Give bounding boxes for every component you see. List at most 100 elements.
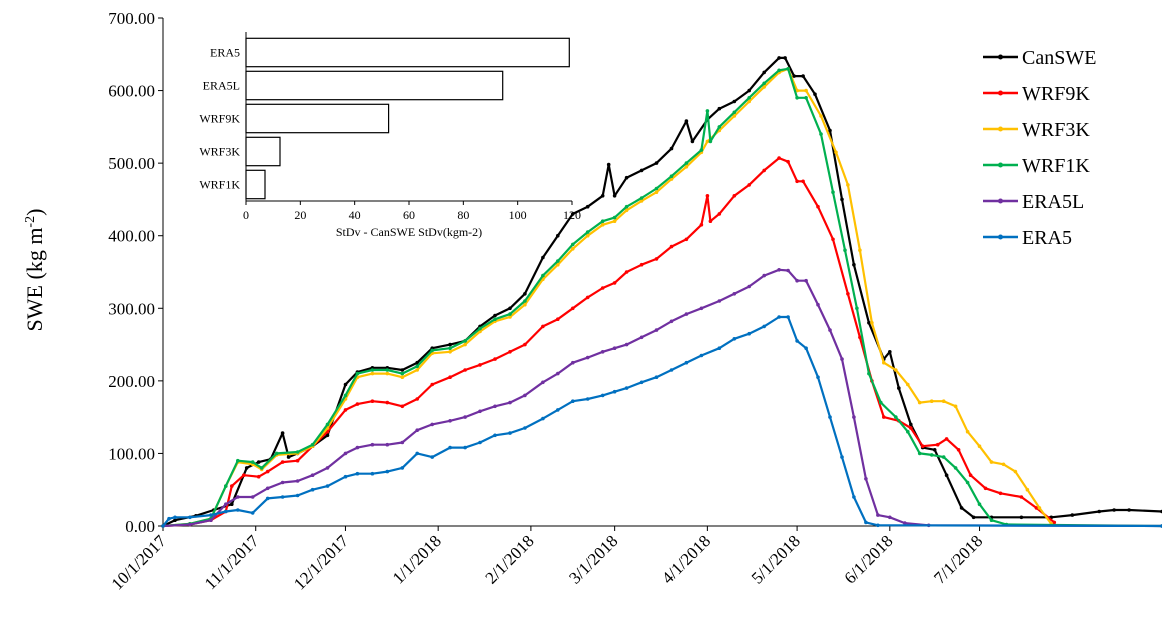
data-point-era5 [325,484,330,488]
data-point-wrf9k [831,237,835,242]
data-point-era5l [493,404,497,409]
data-point-wrf3k [917,400,922,405]
data-point-era5 [762,324,766,329]
x-tick-label: 5/1/2018 [748,531,804,587]
x-tick-label: 1/1/2018 [389,531,445,587]
data-point-wrf1k [600,219,605,223]
data-point-canswe [867,321,871,325]
x-tick-label: 10/1/2017 [108,531,171,594]
data-point-canswe [747,88,751,93]
data-point-era5l [224,502,228,507]
data-point-wrf1k [786,67,790,71]
data-point-wrf1k [295,450,300,454]
data-point-canswe [286,455,291,459]
data-point-wrf3k [762,85,766,89]
data-point-era5l [585,355,590,360]
data-point-era5l [600,350,605,354]
data-point-era5l [400,440,405,445]
data-point-canswe [669,146,674,151]
data-point-era5 [816,375,820,380]
data-point-era5 [571,399,575,404]
data-point-canswe [717,106,722,111]
data-point-wrf9k [786,159,790,164]
data-point-wrf1k [325,422,330,427]
data-point-wrf3k [556,262,560,267]
data-point-era5l [828,328,832,332]
data-point-wrf9k [998,491,1003,496]
data-point-era5l [310,473,315,478]
data-point-wrf9k [370,399,375,404]
data-point-era5 [624,386,629,390]
data-point-era5 [400,466,405,470]
legend-label: ERA5 [1022,227,1072,249]
data-point-wrf9k [448,375,452,380]
data-point-wrf3k [819,114,823,118]
data-point-era5 [478,440,482,445]
data-point-wrf9k [585,295,590,300]
data-point-wrf1k [541,273,545,278]
data-point-era5 [864,520,868,525]
data-point-wrf1k [855,306,859,311]
data-point-wrf1k [343,393,348,398]
data-point-era5 [463,445,467,450]
data-point-wrf3k [463,342,467,347]
data-point-wrf9k [523,342,527,347]
data-point-canswe [400,368,405,372]
data-point-wrf9k [265,469,270,474]
data-point-canswe [813,92,817,96]
data-point-wrf1k [669,174,674,178]
y-axis-label-group: SWE (kg m-2) [22,209,47,332]
data-point-wrf3k [639,199,644,203]
data-point-wrf3k [624,208,629,213]
data-point-era5 [669,368,674,372]
x-tick-label: 12/1/2017 [290,531,353,594]
data-point-era5l [385,442,390,447]
data-point-wrf9k [708,219,713,223]
data-point-canswe [888,350,892,354]
data-point-canswe [959,506,964,510]
data-point-canswe [792,74,796,78]
data-point-wrf1k [894,415,898,419]
series-line-era5l [162,268,1162,528]
data-point-canswe [280,431,285,435]
y-tick-label: 0.00 [125,517,155,536]
data-point-wrf1k [639,196,644,200]
inset-bar-wrf3k [245,136,281,167]
inset-bar-wrf1k [245,169,266,200]
data-point-era5 [804,346,808,351]
data-point-era5l [612,346,617,351]
legend-label: WRF3K [1022,119,1090,141]
data-point-wrf3k [941,399,946,404]
data-point-canswe [448,342,452,347]
data-point-wrf1k [941,455,946,459]
data-point-era5 [370,471,375,476]
y-tick-label: 500.00 [108,154,155,173]
data-point-era5l [478,409,482,414]
data-point-wrf1k [929,453,934,457]
data-point-wrf1k [250,460,255,464]
data-point-wrf3k [989,460,994,464]
data-point-wrf9k [920,444,925,449]
data-point-era5l [209,518,213,522]
legend-marker-era5 [998,234,1003,240]
data-point-era5l [840,357,844,361]
legend-marker-wrf3k [998,126,1003,132]
data-point-wrf1k [415,364,420,369]
data-point-wrf9k [385,400,390,405]
data-point-era5l [541,380,545,385]
data-point-wrf1k [795,96,799,100]
data-point-wrf1k [705,109,710,113]
data-point-era5l [699,306,704,311]
legend-marker-wrf1k [998,162,1003,168]
data-point-era5 [188,515,192,520]
data-point-wrf9k [699,223,704,227]
data-point-era5l [523,393,527,398]
data-point-wrf3k [1001,462,1006,467]
legend-label: CanSWE [1022,47,1096,69]
data-point-canswe [1112,508,1116,512]
data-point-wrf3k [965,429,970,434]
data-point-canswe [783,56,787,60]
inset-bar-era5l [245,70,504,101]
y-tick-label: 300.00 [108,299,155,318]
data-point-era5 [343,474,348,479]
